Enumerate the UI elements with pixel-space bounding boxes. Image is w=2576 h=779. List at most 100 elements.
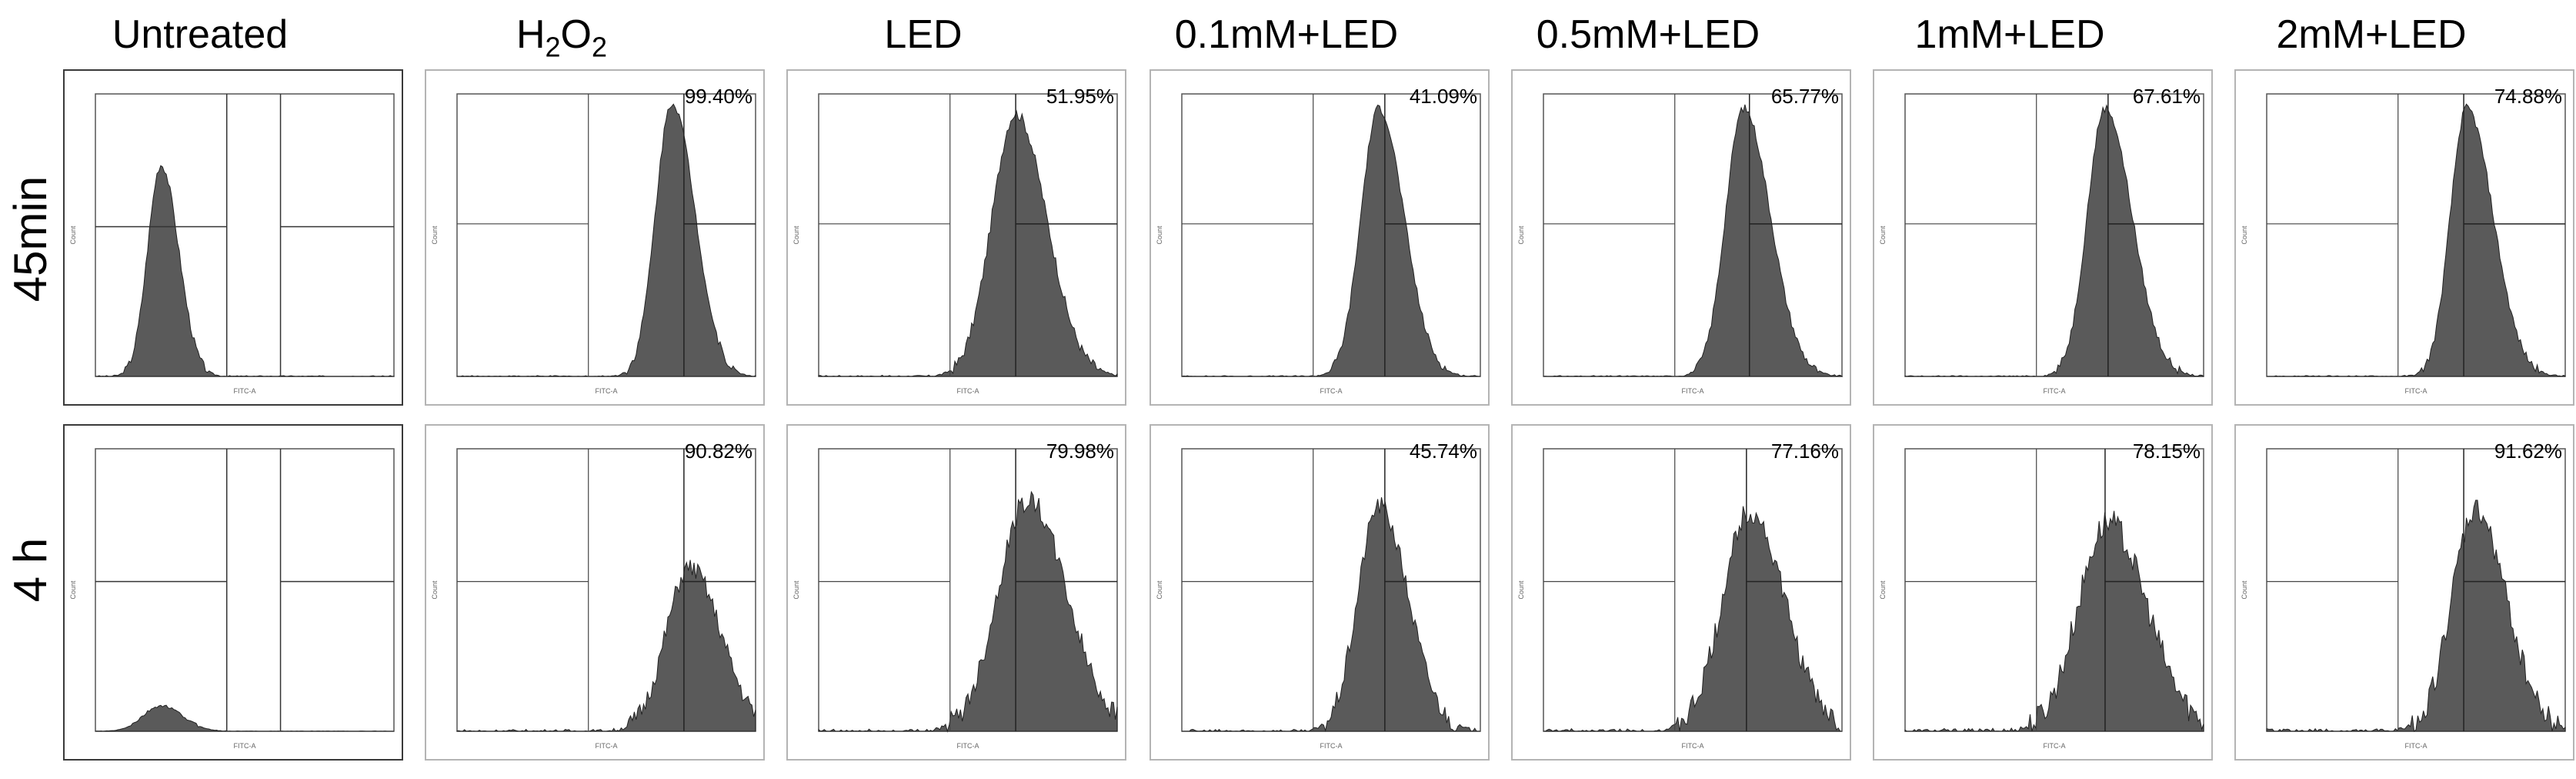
histogram-svg: FITC-A Count	[1517, 93, 1844, 395]
histogram-area	[1904, 510, 2204, 732]
histogram-panel: FITC-A Count 77.16%	[1511, 424, 1851, 761]
histogram-svg: FITC-A Count	[431, 448, 756, 750]
h2o2-sub2: 2	[592, 31, 608, 63]
histogram-area	[1904, 104, 2204, 377]
x-axis-label: FITC-A	[596, 742, 618, 750]
row-label-45min: 45min	[0, 162, 62, 316]
histogram-area	[95, 704, 394, 732]
row-label-4h: 4 h	[0, 493, 62, 647]
histogram-area	[1181, 104, 1480, 377]
x-axis-label: FITC-A	[1320, 742, 1343, 750]
histogram-svg: FITC-A Count	[69, 93, 395, 395]
y-axis-label: Count	[431, 226, 439, 245]
positive-percentage: 99.40%	[684, 85, 752, 108]
positive-percentage: 91.62%	[2494, 440, 2562, 463]
histogram-panel: FITC-A Count 51.95%	[786, 69, 1126, 406]
header-untreated: Untreated	[112, 12, 289, 57]
h2o2-sub1: 2	[545, 31, 561, 63]
histogram-panel: FITC-A Count	[63, 424, 403, 761]
header-2mm-led: 2mM+LED	[2276, 12, 2467, 57]
y-axis-label: Count	[69, 580, 77, 600]
positive-percentage: 74.88%	[2494, 85, 2562, 108]
y-axis-label: Count	[69, 226, 77, 245]
y-axis-label: Count	[1879, 580, 1887, 600]
histogram-svg: FITC-A Count	[1879, 93, 2204, 395]
x-axis-label: FITC-A	[234, 387, 256, 395]
y-axis-label: Count	[1879, 226, 1887, 245]
y-axis-label: Count	[1517, 580, 1525, 600]
histogram-panel: FITC-A Count 74.88%	[2234, 69, 2574, 406]
histogram-area	[1543, 506, 1842, 732]
y-axis-label: Count	[792, 226, 800, 245]
histogram-panel: FITC-A Count 41.09%	[1150, 69, 1490, 406]
x-axis-label: FITC-A	[596, 387, 618, 395]
histogram-svg: FITC-A Count	[431, 93, 756, 395]
histogram-panel: FITC-A Count 79.98%	[786, 424, 1126, 761]
h2o2-h: H	[516, 12, 546, 57]
header-1mm-led: 1mM+LED	[1914, 12, 2105, 57]
x-axis-label: FITC-A	[2405, 742, 2428, 750]
positive-percentage: 77.16%	[1770, 440, 1839, 463]
y-axis-label: Count	[2241, 580, 2248, 600]
x-axis-label: FITC-A	[957, 742, 979, 750]
x-axis-label: FITC-A	[1682, 387, 1704, 395]
histogram-svg: FITC-A Count	[2241, 93, 2566, 395]
histogram-area	[456, 103, 756, 377]
y-axis-label: Count	[792, 580, 800, 600]
x-axis-label: FITC-A	[2044, 387, 2066, 395]
histogram-area	[1543, 104, 1844, 377]
histogram-panel: FITC-A Count 45.74%	[1150, 424, 1490, 761]
histogram-svg: FITC-A Count	[69, 448, 395, 750]
histogram-area	[1182, 497, 1480, 733]
y-axis-label: Count	[1517, 226, 1525, 245]
histogram-panel: FITC-A Count 99.40%	[425, 69, 765, 406]
plot-frame	[95, 448, 395, 732]
positive-percentage: 65.77%	[1770, 85, 1839, 108]
histogram-area	[818, 490, 1118, 733]
header-h2o2: H2O2	[392, 8, 731, 62]
histogram-panel: FITC-A Count	[63, 69, 403, 406]
y-axis-label: Count	[1156, 226, 1163, 245]
row-label-4h-text: 4 h	[5, 537, 57, 602]
x-axis-label: FITC-A	[2044, 742, 2066, 750]
histogram-area	[2267, 103, 2566, 377]
histogram-panel: FITC-A Count 90.82%	[425, 424, 765, 761]
x-axis-label: FITC-A	[957, 387, 979, 395]
histogram-svg: FITC-A Count	[1156, 448, 1481, 750]
positive-percentage: 79.98%	[1046, 440, 1114, 463]
y-axis-label: Count	[1156, 580, 1163, 600]
plot-frame	[2266, 93, 2566, 377]
positive-percentage: 51.95%	[1046, 85, 1114, 108]
histogram-svg: FITC-A Count	[1156, 93, 1481, 395]
y-axis-label: Count	[2241, 226, 2248, 245]
x-axis-label: FITC-A	[234, 742, 256, 750]
header-led: LED	[884, 12, 963, 57]
x-axis-label: FITC-A	[1320, 387, 1343, 395]
histogram-panel: FITC-A Count 78.15%	[1873, 424, 2213, 761]
h2o2-o: O	[560, 12, 592, 57]
histogram-area	[95, 165, 395, 377]
histogram-panel: FITC-A Count 65.77%	[1511, 69, 1851, 406]
positive-percentage: 45.74%	[1409, 440, 1477, 463]
header-0-1mm-led: 0.1mM+LED	[1174, 12, 1399, 57]
histogram-area	[456, 560, 756, 732]
positive-percentage: 67.61%	[2132, 85, 2201, 108]
positive-percentage: 90.82%	[684, 440, 752, 463]
plot-frame	[1181, 93, 1481, 377]
histogram-svg: FITC-A Count	[2241, 448, 2566, 750]
histogram-svg: FITC-A Count	[1879, 448, 2204, 750]
header-0-5mm-led: 0.5mM+LED	[1536, 12, 1760, 57]
positive-percentage: 41.09%	[1409, 85, 1477, 108]
histogram-panel: FITC-A Count 91.62%	[2234, 424, 2574, 761]
histogram-area	[2266, 500, 2566, 732]
histogram-svg: FITC-A Count	[1517, 448, 1843, 750]
histogram-area	[818, 109, 1118, 377]
row-label-45min-text: 45min	[5, 176, 57, 302]
histogram-svg: FITC-A Count	[792, 93, 1118, 395]
plot-frame	[1904, 93, 2204, 377]
histogram-svg: FITC-A Count	[792, 448, 1118, 750]
y-axis-label: Count	[431, 580, 439, 600]
x-axis-label: FITC-A	[2405, 387, 2428, 395]
plot-frame	[1181, 448, 1481, 732]
x-axis-label: FITC-A	[1682, 742, 1704, 750]
